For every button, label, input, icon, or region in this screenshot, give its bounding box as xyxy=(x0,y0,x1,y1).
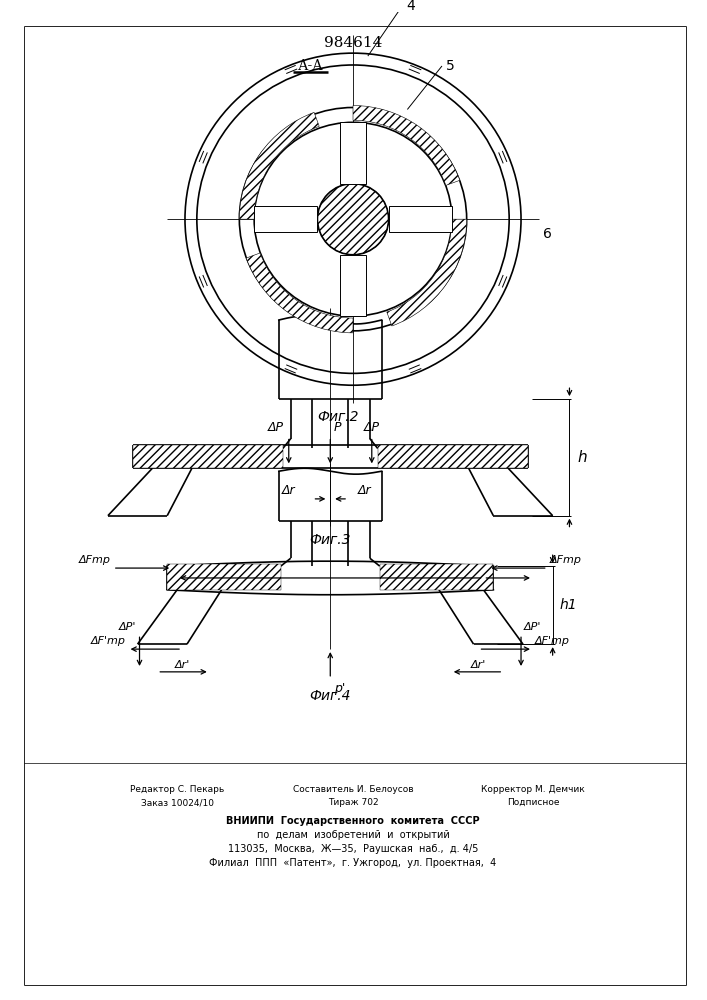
Text: Δr: Δr xyxy=(358,484,372,497)
Text: p': p' xyxy=(334,682,346,695)
Text: Δr': Δr' xyxy=(175,660,189,670)
Ellipse shape xyxy=(317,184,389,255)
Text: ΔFmp: ΔFmp xyxy=(550,555,582,565)
Text: ВНИИПИ  Государственного  комитета  СССР: ВНИИПИ Государственного комитета СССР xyxy=(226,816,480,826)
Text: Корректор М. Демчик: Корректор М. Демчик xyxy=(481,785,585,794)
Text: А-А: А-А xyxy=(298,59,323,73)
Text: 113035,  Москва,  Ж—35,  Раушская  наб.,  д. 4/5: 113035, Москва, Ж—35, Раушская наб., д. … xyxy=(228,844,478,854)
Polygon shape xyxy=(340,255,366,316)
Text: Редактор С. Пекарь: Редактор С. Пекарь xyxy=(130,785,224,794)
Text: по  делам  изобретений  и  открытий: по делам изобретений и открытий xyxy=(257,830,450,840)
Text: 5: 5 xyxy=(446,59,455,73)
Bar xyxy=(380,564,493,590)
Text: ΔP: ΔP xyxy=(268,421,284,434)
Text: P: P xyxy=(333,421,341,434)
Text: Фиг.4: Фиг.4 xyxy=(310,689,351,703)
Text: Δr': Δr' xyxy=(471,660,486,670)
Text: ΔFmp: ΔFmp xyxy=(79,555,111,565)
Text: Δr: Δr xyxy=(282,484,296,497)
Text: ΔF'mp: ΔF'mp xyxy=(535,636,570,646)
Text: Заказ 10024/10: Заказ 10024/10 xyxy=(141,798,214,807)
Text: Подписное: Подписное xyxy=(507,798,559,807)
Text: Филиал  ППП  «Патент»,  г. Ужгород,  ул. Проектная,  4: Филиал ППП «Патент», г. Ужгород, ул. Про… xyxy=(209,858,496,868)
Wedge shape xyxy=(240,112,319,219)
Text: Тираж 702: Тираж 702 xyxy=(327,798,378,807)
Text: ΔF'mp: ΔF'mp xyxy=(90,636,126,646)
Text: Фиг.3: Фиг.3 xyxy=(310,533,351,547)
Wedge shape xyxy=(387,219,467,326)
Text: ΔP': ΔP' xyxy=(524,622,542,632)
Text: 4: 4 xyxy=(407,0,415,13)
Text: h: h xyxy=(578,450,587,465)
Polygon shape xyxy=(340,122,366,184)
Text: ΔP': ΔP' xyxy=(119,622,136,632)
Wedge shape xyxy=(353,106,460,185)
Bar xyxy=(167,564,281,590)
Text: 984614: 984614 xyxy=(324,36,382,50)
Text: h1: h1 xyxy=(559,598,577,612)
Text: Фиг.2: Фиг.2 xyxy=(317,410,359,424)
Wedge shape xyxy=(246,253,353,333)
Text: Составитель И. Белоусов: Составитель И. Белоусов xyxy=(293,785,414,794)
Text: 6: 6 xyxy=(543,227,551,241)
Polygon shape xyxy=(389,206,452,232)
Polygon shape xyxy=(255,206,317,232)
Bar xyxy=(133,445,283,468)
Text: ΔP: ΔP xyxy=(364,421,380,434)
Bar xyxy=(378,445,528,468)
